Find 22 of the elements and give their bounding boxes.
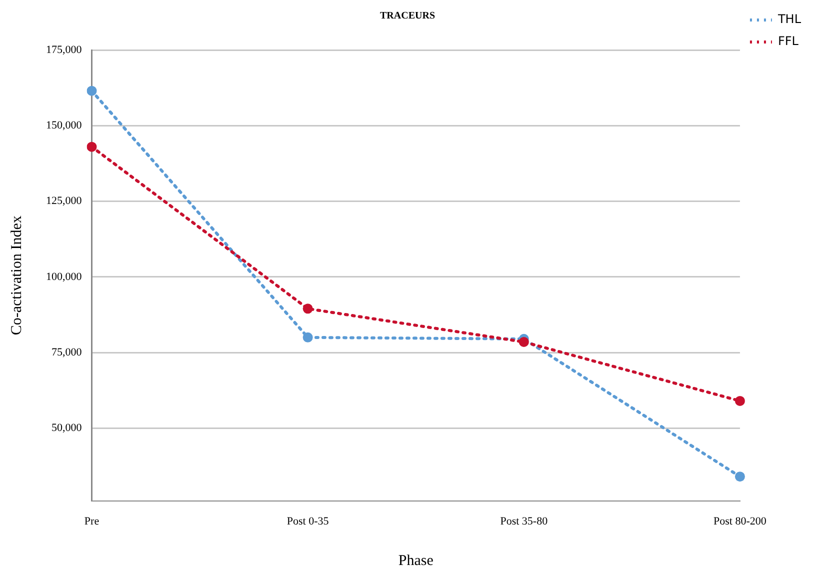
x-tick-label: Post 80-200	[714, 515, 767, 528]
x-tick-label: Post 35-80	[500, 515, 548, 528]
point	[86, 142, 97, 152]
point	[734, 472, 745, 482]
point	[518, 336, 529, 347]
y-tick-label: 175,000	[46, 44, 82, 56]
y-tick-label: 125,000	[46, 195, 82, 208]
point	[734, 396, 745, 406]
x-tick-label: Pre	[84, 515, 100, 528]
point	[86, 86, 97, 96]
y-tick-label: 150,000	[46, 120, 82, 132]
x-axis-title: Phase	[398, 552, 434, 569]
y-tick-label: 50,000	[52, 422, 82, 434]
point	[302, 332, 313, 342]
y-tick-label: 75,000	[52, 346, 82, 358]
legend-label: FFL	[778, 34, 799, 48]
y-tick-label: 100,000	[46, 270, 82, 283]
x-tick-label: Post 0-35	[286, 515, 330, 528]
y-axis-title: Co-activation Index	[8, 215, 25, 336]
legend-label: THL	[776, 12, 802, 26]
chart-title: TRACEURS	[380, 10, 436, 22]
point	[302, 304, 313, 314]
